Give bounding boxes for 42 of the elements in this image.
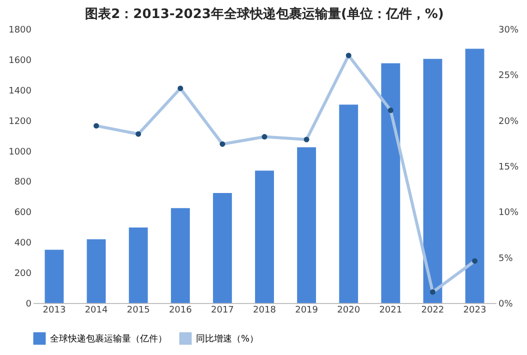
x-tick-label: 2018 — [253, 306, 276, 316]
y-tick-label: 1000 — [8, 147, 32, 158]
y2-tick-label: 25% — [498, 71, 519, 82]
bar — [339, 104, 358, 303]
y-tick-label: 0 — [26, 300, 32, 310]
x-tick-label: 2021 — [379, 306, 402, 316]
chart-title: 图表2：2013-2023年全球快递包裹运输量(单位：亿件，%) — [85, 6, 444, 22]
y-tick-label: 200 — [14, 269, 32, 280]
x-tick-label: 2016 — [168, 306, 192, 316]
x-tick-label: 2013 — [42, 306, 66, 316]
bar — [381, 63, 400, 303]
x-tick-label: 2015 — [126, 306, 150, 316]
x-tick-label: 2019 — [295, 306, 318, 316]
x-tick-label: 2022 — [421, 306, 444, 316]
y-tick-label: 1800 — [8, 26, 32, 36]
y2-tick-label: 0% — [498, 300, 514, 310]
bar — [44, 250, 64, 303]
bar — [86, 239, 106, 303]
bar — [423, 58, 442, 303]
bar — [465, 48, 484, 303]
x-tick-label: 2023 — [463, 306, 486, 316]
bar — [212, 192, 232, 303]
y2-tick-label: 30% — [498, 26, 519, 36]
legend-label: 同比增速（%） — [196, 334, 259, 345]
bar — [297, 147, 316, 303]
y-tick-label: 1400 — [8, 86, 32, 96]
y-tick-label: 1600 — [8, 56, 32, 66]
x-tick-label: 2017 — [210, 306, 234, 316]
bar — [128, 228, 148, 303]
x-tick-label: 2020 — [337, 306, 360, 316]
y-tick-label: 600 — [14, 208, 32, 218]
y2-tick-label: 10% — [498, 208, 519, 218]
bar — [255, 170, 274, 303]
y-tick-label: 400 — [14, 238, 32, 249]
y2-tick-label: 5% — [498, 254, 514, 264]
x-tick-label: 2014 — [84, 306, 108, 316]
y2-tick-label: 20% — [498, 116, 519, 127]
y-tick-label: 800 — [14, 178, 32, 188]
legend-label: 全球快递包裹运输量（亿件） — [50, 334, 167, 345]
y-tick-label: 1200 — [8, 116, 32, 127]
y2-tick-label: 15% — [498, 162, 519, 172]
bar — [170, 208, 190, 303]
